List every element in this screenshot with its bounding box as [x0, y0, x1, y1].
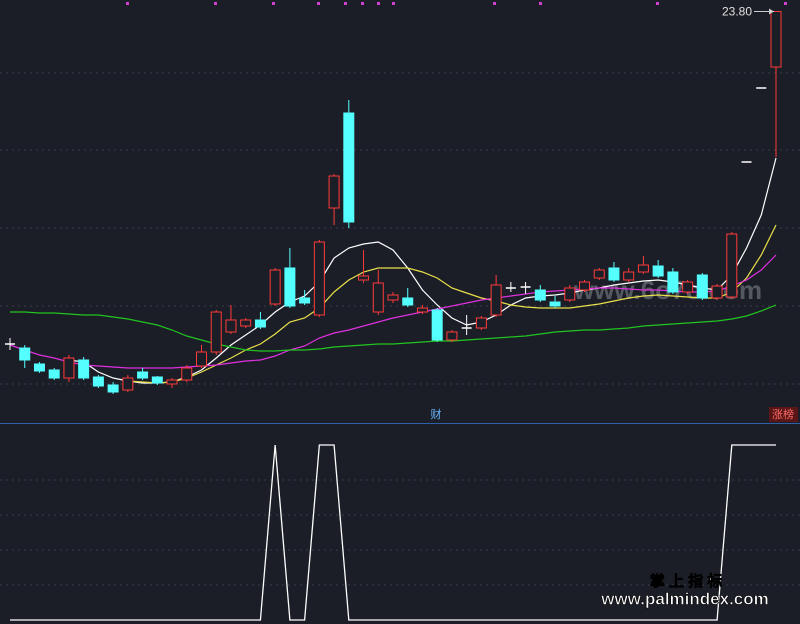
dot	[392, 2, 395, 5]
candle-body	[446, 331, 458, 341]
candle-body	[92, 376, 104, 387]
candle-body	[166, 379, 178, 385]
candle-body	[549, 301, 561, 307]
url-watermark: www.palmindex.com	[600, 589, 769, 608]
candle-body	[181, 367, 193, 381]
guides	[0, 72, 800, 586]
dot	[344, 2, 347, 5]
candle-body	[416, 307, 428, 313]
dot	[272, 2, 275, 5]
candle-body	[726, 233, 738, 298]
brand-watermark: 掌 上 指 标	[650, 572, 723, 590]
candle-body	[107, 384, 119, 393]
moving-average-line	[127, 224, 777, 384]
indicator-panel	[10, 444, 776, 621]
dot	[493, 2, 496, 5]
candle-body	[78, 359, 90, 379]
dot	[317, 2, 320, 5]
candle-body	[122, 377, 134, 391]
event-badge	[769, 407, 798, 422]
candle-body	[284, 267, 296, 307]
top-dots	[126, 2, 787, 5]
candle-body	[608, 267, 620, 281]
event-marker: 财	[431, 407, 442, 421]
dot	[126, 2, 129, 5]
candle-body	[637, 264, 649, 273]
candle-body	[343, 112, 355, 223]
candle-body	[711, 285, 723, 299]
candle-body	[48, 369, 60, 379]
dot	[377, 2, 380, 5]
dot	[539, 2, 542, 5]
max-label: 23.80	[722, 5, 752, 19]
candle-body	[151, 376, 163, 384]
dot	[214, 2, 217, 5]
candle-body	[593, 269, 605, 279]
candle-body	[225, 319, 237, 333]
candle-body	[579, 281, 590, 291]
candle-body	[490, 284, 502, 316]
candle-body	[254, 319, 266, 328]
candle-body	[63, 357, 75, 379]
candle-body	[534, 289, 546, 301]
candle-body	[269, 269, 281, 305]
candle-body	[770, 11, 782, 68]
candle-body	[240, 319, 252, 327]
candle-body	[667, 271, 679, 293]
candle-body	[313, 241, 325, 316]
candle-body	[402, 297, 414, 306]
candle-body	[196, 351, 207, 367]
candle-body	[652, 265, 664, 277]
candle-body	[387, 294, 399, 301]
candle-body	[137, 371, 149, 379]
candle-body	[431, 309, 443, 341]
max-pointer-head	[769, 8, 774, 15]
candle-body	[623, 271, 635, 281]
dot	[361, 2, 364, 5]
candle-body	[328, 175, 340, 209]
event-marker: 涨榜	[772, 407, 794, 421]
candle-body	[358, 275, 370, 281]
candle-body	[564, 287, 576, 301]
candle-body	[475, 317, 487, 329]
price-panel: 23.80	[5, 5, 782, 394]
candle-body	[696, 274, 708, 299]
dot	[784, 2, 787, 5]
dot	[656, 2, 659, 5]
candle-body	[33, 363, 45, 372]
moving-average-line	[10, 304, 777, 352]
candle-body	[299, 297, 311, 304]
candle-body	[210, 311, 222, 353]
candle-body	[372, 282, 384, 313]
indicator-line	[10, 444, 776, 621]
candle-body	[682, 281, 694, 293]
moving-average-line	[9, 254, 777, 369]
candle-body	[19, 347, 31, 361]
